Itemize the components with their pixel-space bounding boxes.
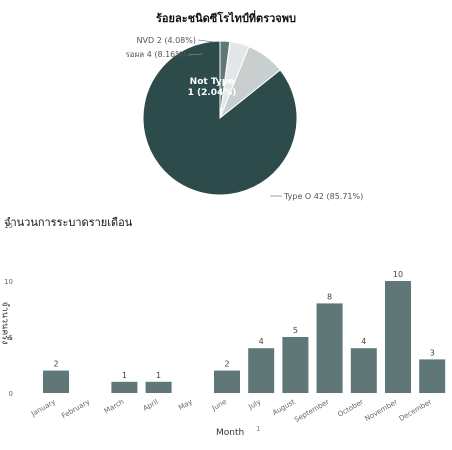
bar-x-tick-september: September xyxy=(293,398,331,424)
pie-chart-title: ร้อยละชนิดซีโรไทป์ที่ตรวจพบ xyxy=(156,12,296,25)
bar-y-tick-3: 15 xyxy=(4,222,13,230)
bar-y-tick-0: 0 xyxy=(9,390,13,398)
bar-data-label-march: 1 xyxy=(122,371,127,380)
bar-x-tick-february: February xyxy=(60,398,91,420)
bar-chart-title: จำนวนการระบาดรายเดือน xyxy=(4,216,133,229)
bar-data-label-december: 3 xyxy=(430,348,435,357)
pie-chart: NVD 2 (4.08%) รอผล 4 (8.16%) Type O 42 (85… xyxy=(125,36,363,201)
pie-label-nvd: NVD 2 (4.08%) xyxy=(137,36,196,45)
pie-label-type-o: Type O 42 (85.71%) xyxy=(283,192,363,201)
bar-data-label-october: 4 xyxy=(361,337,366,346)
pie-inner-label-line2: 1 (2.04%) xyxy=(188,88,237,98)
bar-data-label-november: 10 xyxy=(393,270,403,279)
bar-data-label-july: 4 xyxy=(259,337,264,346)
bar-october xyxy=(350,348,377,393)
pie-slice-3 xyxy=(142,40,298,196)
pie-leader-line-nvd xyxy=(197,39,215,43)
bar-x-tick-august: August xyxy=(271,398,296,417)
bar-x-tick-december: December xyxy=(398,398,434,423)
bar-y-tick-1: 5 xyxy=(9,334,13,342)
bar-january xyxy=(43,370,69,393)
pie-leader-line-pending xyxy=(187,53,203,56)
bar-september xyxy=(316,303,343,393)
bar-june xyxy=(214,370,240,393)
bar-august xyxy=(282,337,309,393)
bar-x-tick-june: June xyxy=(210,398,228,413)
bar-x-tick-march: March xyxy=(103,398,125,416)
bar-july xyxy=(248,348,275,393)
bar-data-label-april: 1 xyxy=(156,371,161,380)
bar-december xyxy=(419,359,446,393)
bar-march xyxy=(111,381,138,393)
bar-x-tick-january: January xyxy=(29,398,57,419)
pie-inner-label-line1: Not Type xyxy=(190,77,235,87)
bar-data-label-january: 2 xyxy=(53,360,58,369)
bar-data-label-june: 2 xyxy=(224,360,229,369)
bar-november xyxy=(385,281,411,393)
bar-x-tick-july: July xyxy=(246,398,262,412)
bar-data-label-august: 5 xyxy=(293,326,298,335)
bar-extra-mark: 1 xyxy=(256,425,260,433)
bar-x-tick-november: November xyxy=(363,398,399,423)
bar-april xyxy=(145,381,172,393)
pie-label-pending: รอผล 4 (8.16%) xyxy=(125,50,186,59)
bar-y-tick-2: 10 xyxy=(4,278,13,286)
bar-x-tick-may: May xyxy=(177,398,194,412)
bar-x-tick-october: October xyxy=(337,398,365,419)
bar-x-tick-april: April xyxy=(142,398,160,413)
bar-data-label-september: 8 xyxy=(327,292,332,301)
bar-x-axis-label: Month xyxy=(216,428,245,438)
